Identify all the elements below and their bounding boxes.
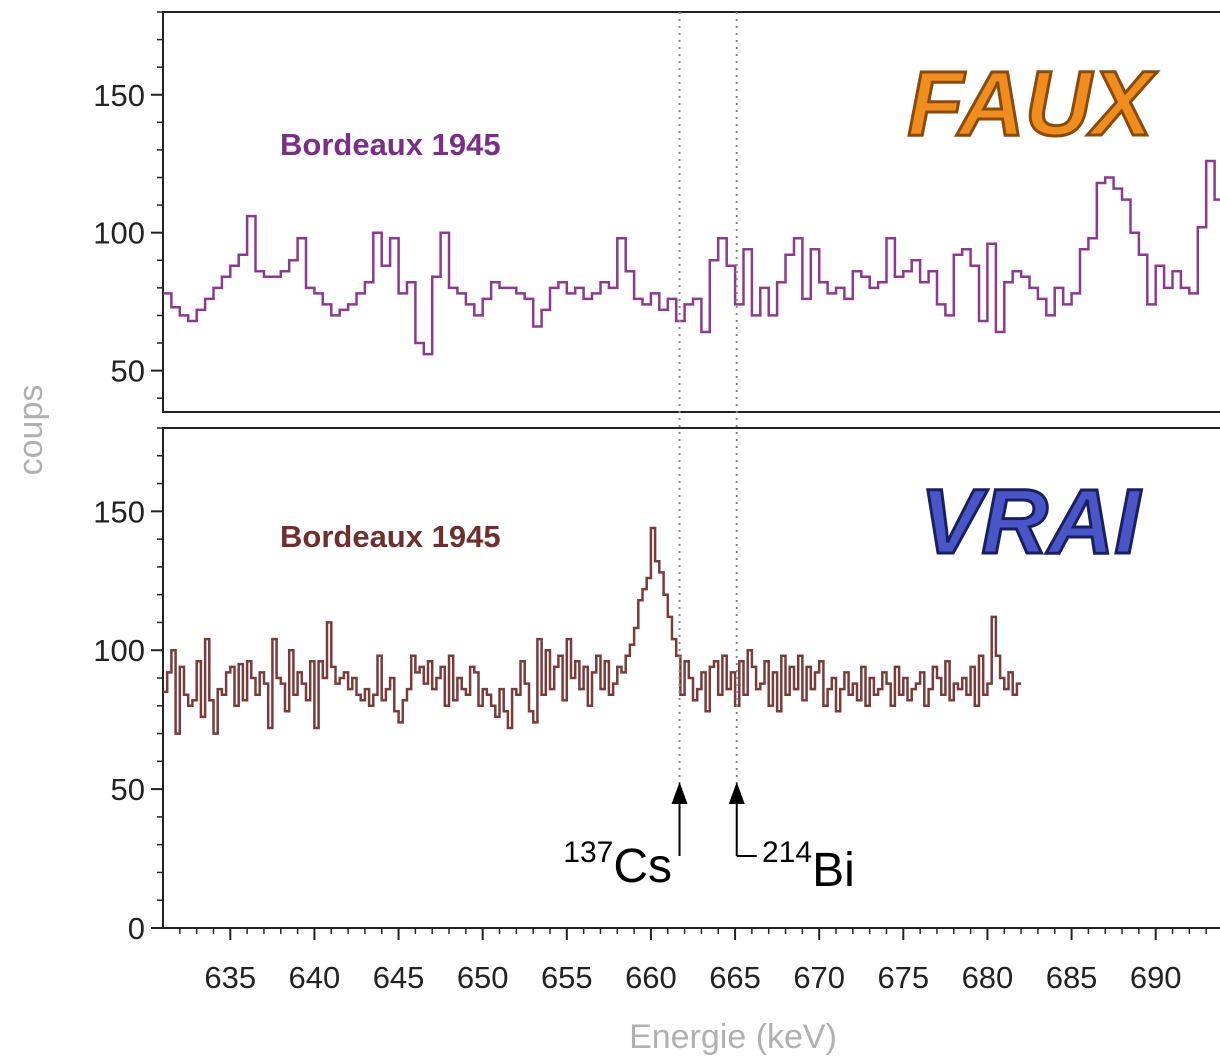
bi-mass: 214 — [762, 836, 812, 869]
y-tick-label: 0 — [128, 911, 145, 946]
cs-mass: 137 — [563, 836, 613, 869]
arrow-head — [671, 782, 688, 804]
top-panel-ticks: 50 100 150 — [93, 11, 163, 399]
arrow-head — [728, 782, 745, 804]
vrai-stamp: VRAI — [920, 471, 1142, 573]
bi-element: Bi — [812, 844, 855, 897]
bottom-panel-series — [163, 526, 1022, 735]
faux-stamp: FAUX — [907, 53, 1157, 155]
x-tick-label: 680 — [962, 960, 1014, 995]
y-tick-label: 100 — [93, 216, 145, 251]
bi-label: 214Bi — [762, 836, 855, 897]
x-tick-label: 640 — [289, 960, 341, 995]
bottom-spectrum-line — [163, 526, 1022, 735]
x-tick-label: 660 — [625, 960, 677, 995]
bottom-panel-ticks: 0 50 100 150 — [93, 427, 163, 946]
x-tick-label: 675 — [877, 960, 929, 995]
top-panel-frame — [162, 11, 1220, 413]
x-tick-label: 690 — [1130, 960, 1182, 995]
y-tick-label: 150 — [93, 494, 145, 529]
x-axis-title: Energie (keV) — [629, 1018, 837, 1056]
bottom-panel-label: Bordeaux 1945 — [280, 519, 501, 554]
bottom-panel: 0 50 100 150 Bordeaux 1945 VRAI — [93, 427, 1220, 946]
cs-annotation: 137Cs — [563, 836, 672, 893]
top-panel-series — [163, 159, 1220, 356]
x-tick-label: 655 — [541, 960, 593, 995]
marker-lines — [671, 12, 757, 857]
cs-label: 137Cs — [563, 836, 672, 893]
cs-element: Cs — [613, 840, 672, 893]
x-tick-label: 650 — [457, 960, 509, 995]
x-tick-label: 645 — [373, 960, 425, 995]
x-axis: 635 640 645 650 655 660 665 670 675 680 685 690 — [179, 928, 1207, 995]
y-tick-label: 50 — [111, 772, 145, 807]
x-tick-label: 685 — [1046, 960, 1098, 995]
y-axis-title: coups — [12, 385, 50, 476]
bi-annotation: 214Bi — [762, 836, 855, 897]
y-tick-label: 100 — [93, 633, 145, 668]
top-panel: 50 100 150 Bordeaux 1945 FAUX — [93, 11, 1220, 413]
x-tick-label: 635 — [204, 960, 256, 995]
top-panel-label: Bordeaux 1945 — [280, 127, 501, 162]
x-tick-label: 665 — [709, 960, 761, 995]
x-tick-label: 670 — [793, 960, 845, 995]
y-tick-label: 50 — [111, 354, 145, 389]
top-spectrum-line — [163, 159, 1220, 356]
y-tick-label: 150 — [93, 78, 145, 113]
